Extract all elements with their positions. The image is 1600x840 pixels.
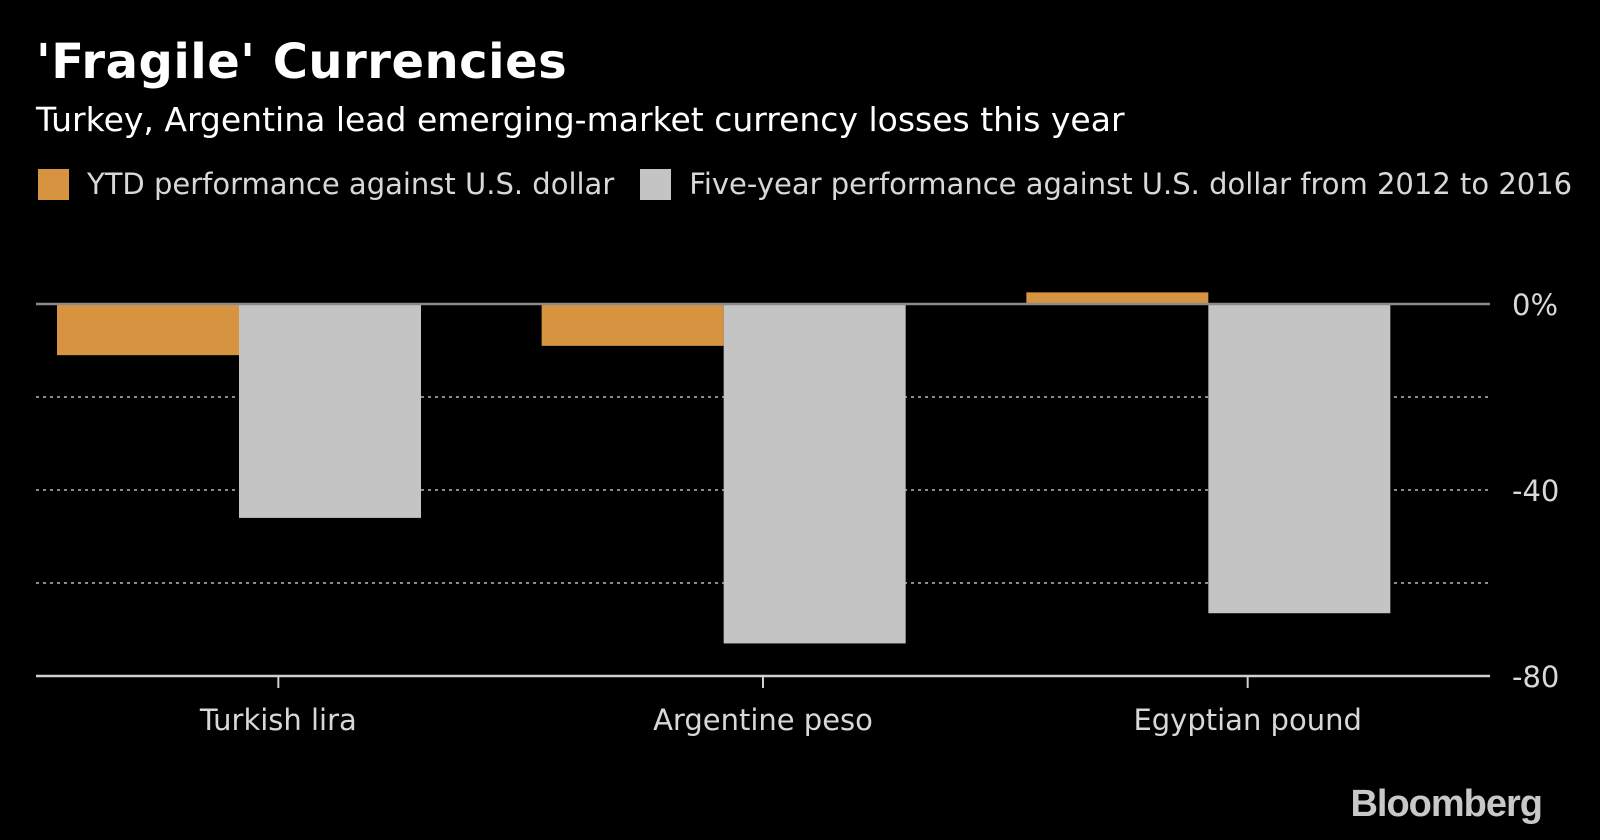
chart-subtitle: Turkey, Argentina lead emerging-market c… [36, 100, 1125, 139]
y-tick-label-1: -40 [1512, 474, 1559, 508]
y-tick-label-2: -80 [1512, 660, 1559, 694]
bar-five-year-1 [723, 304, 906, 644]
y-tick-label-0: 0% [1512, 288, 1558, 322]
legend-swatch-ytd [38, 168, 69, 200]
chart-legend: YTD performance against U.S. dollar Five… [38, 167, 1598, 201]
bar-ytd-0 [57, 304, 239, 356]
bar-five-year-0 [239, 304, 421, 518]
bar-five-year-2 [1208, 304, 1391, 614]
bar-ytd-2 [1026, 292, 1209, 304]
x-tick-label-1: Argentine peso [653, 703, 873, 737]
legend-swatch-five-year [640, 168, 672, 200]
x-tick-label-0: Turkish lira [199, 703, 357, 737]
legend-label-ytd: YTD performance against U.S. dollar [87, 167, 615, 201]
x-tick-label-2: Egyptian pound [1133, 703, 1361, 737]
bar-chart: Turkish lira Argentine peso Egyptian pound… [36, 288, 1559, 737]
legend-item-ytd: YTD performance against U.S. dollar [38, 167, 614, 201]
bar-ytd-1 [541, 304, 724, 346]
chart-title: 'Fragile' Currencies [36, 34, 568, 90]
legend-item-five-year: Five-year performance against U.S. dolla… [640, 167, 1572, 201]
legend-label-five-year: Five-year performance against U.S. dolla… [689, 167, 1573, 201]
bloomberg-logo: Bloomberg [1350, 783, 1543, 825]
